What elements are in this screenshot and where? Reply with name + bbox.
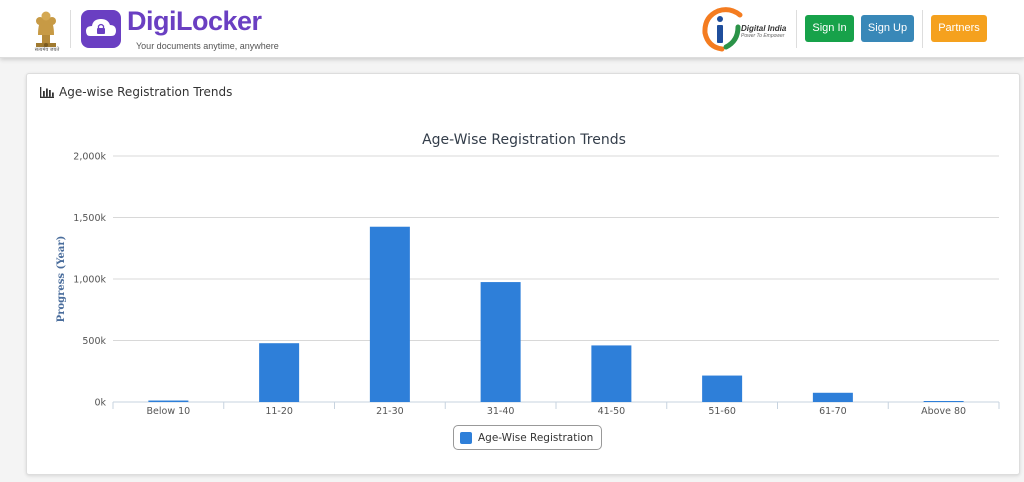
partners-button[interactable]: Partners xyxy=(931,15,987,42)
y-tick-label: 1,500k xyxy=(73,213,106,224)
header-divider xyxy=(70,10,71,48)
bar-51-60[interactable] xyxy=(702,375,743,402)
card-title: Age-wise Registration Trends xyxy=(59,85,233,99)
digilocker-cloud-lock-icon[interactable] xyxy=(80,8,122,50)
x-tick-label: Above 80 xyxy=(921,406,966,417)
brand-name[interactable]: DigiLocker xyxy=(127,6,262,36)
bar-above-80[interactable] xyxy=(923,401,964,402)
top-navbar: सत्यमेव जयते DigiLocker Your documents a… xyxy=(0,0,1024,58)
y-tick-label: 2,000k xyxy=(73,152,106,163)
bar-61-70[interactable] xyxy=(812,392,853,402)
y-tick-label: 500k xyxy=(82,336,106,347)
y-axis-label: Progress (Year) xyxy=(56,236,67,323)
header-divider xyxy=(796,10,797,48)
x-tick-label: 11-20 xyxy=(265,406,293,417)
bar-below-10[interactable] xyxy=(148,400,189,402)
bar-chart-icon xyxy=(40,86,54,98)
chart-title: Age-Wise Registration Trends xyxy=(422,132,626,148)
x-tick-label: 51-60 xyxy=(708,406,736,417)
brand-tagline: Your documents anytime, anywhere xyxy=(136,41,279,51)
legend-swatch xyxy=(460,431,472,444)
bar-31-40[interactable] xyxy=(480,282,521,402)
age-wise-bar-chart: Age-Wise Registration Trends Progress (Y… xyxy=(56,132,1000,417)
card-header: Age-wise Registration Trends xyxy=(40,84,232,100)
y-tick-label: 1,000k xyxy=(73,275,106,286)
bar-41-50[interactable] xyxy=(591,345,632,402)
sign-in-button[interactable]: Sign In xyxy=(805,15,854,42)
x-tick-label: 61-70 xyxy=(819,406,847,417)
legend-label: Age-Wise Registration xyxy=(478,431,594,444)
age-wise-registration-card: Age-wise Registration Trends Age-Wise Re… xyxy=(26,73,1020,475)
y-tick-label: 0k xyxy=(94,398,106,409)
bar-11-20[interactable] xyxy=(259,343,300,402)
emblem-caption: सत्यमेव जयते xyxy=(34,47,60,53)
digital-india-name: Digital India xyxy=(741,24,787,33)
digital-india-logo-icon xyxy=(702,7,743,52)
x-tick-label: 31-40 xyxy=(487,406,515,417)
x-tick-label: 21-30 xyxy=(376,406,404,417)
sign-up-button[interactable]: Sign Up xyxy=(861,15,914,42)
header-divider xyxy=(922,10,923,48)
x-tick-label: Below 10 xyxy=(147,406,191,417)
x-tick-label: 41-50 xyxy=(598,406,626,417)
digital-india-tagline: Power To Empower xyxy=(741,33,785,39)
chart-legend[interactable]: Age-Wise Registration xyxy=(453,425,603,450)
national-emblem-icon xyxy=(36,11,56,47)
bar-21-30[interactable] xyxy=(369,226,410,402)
